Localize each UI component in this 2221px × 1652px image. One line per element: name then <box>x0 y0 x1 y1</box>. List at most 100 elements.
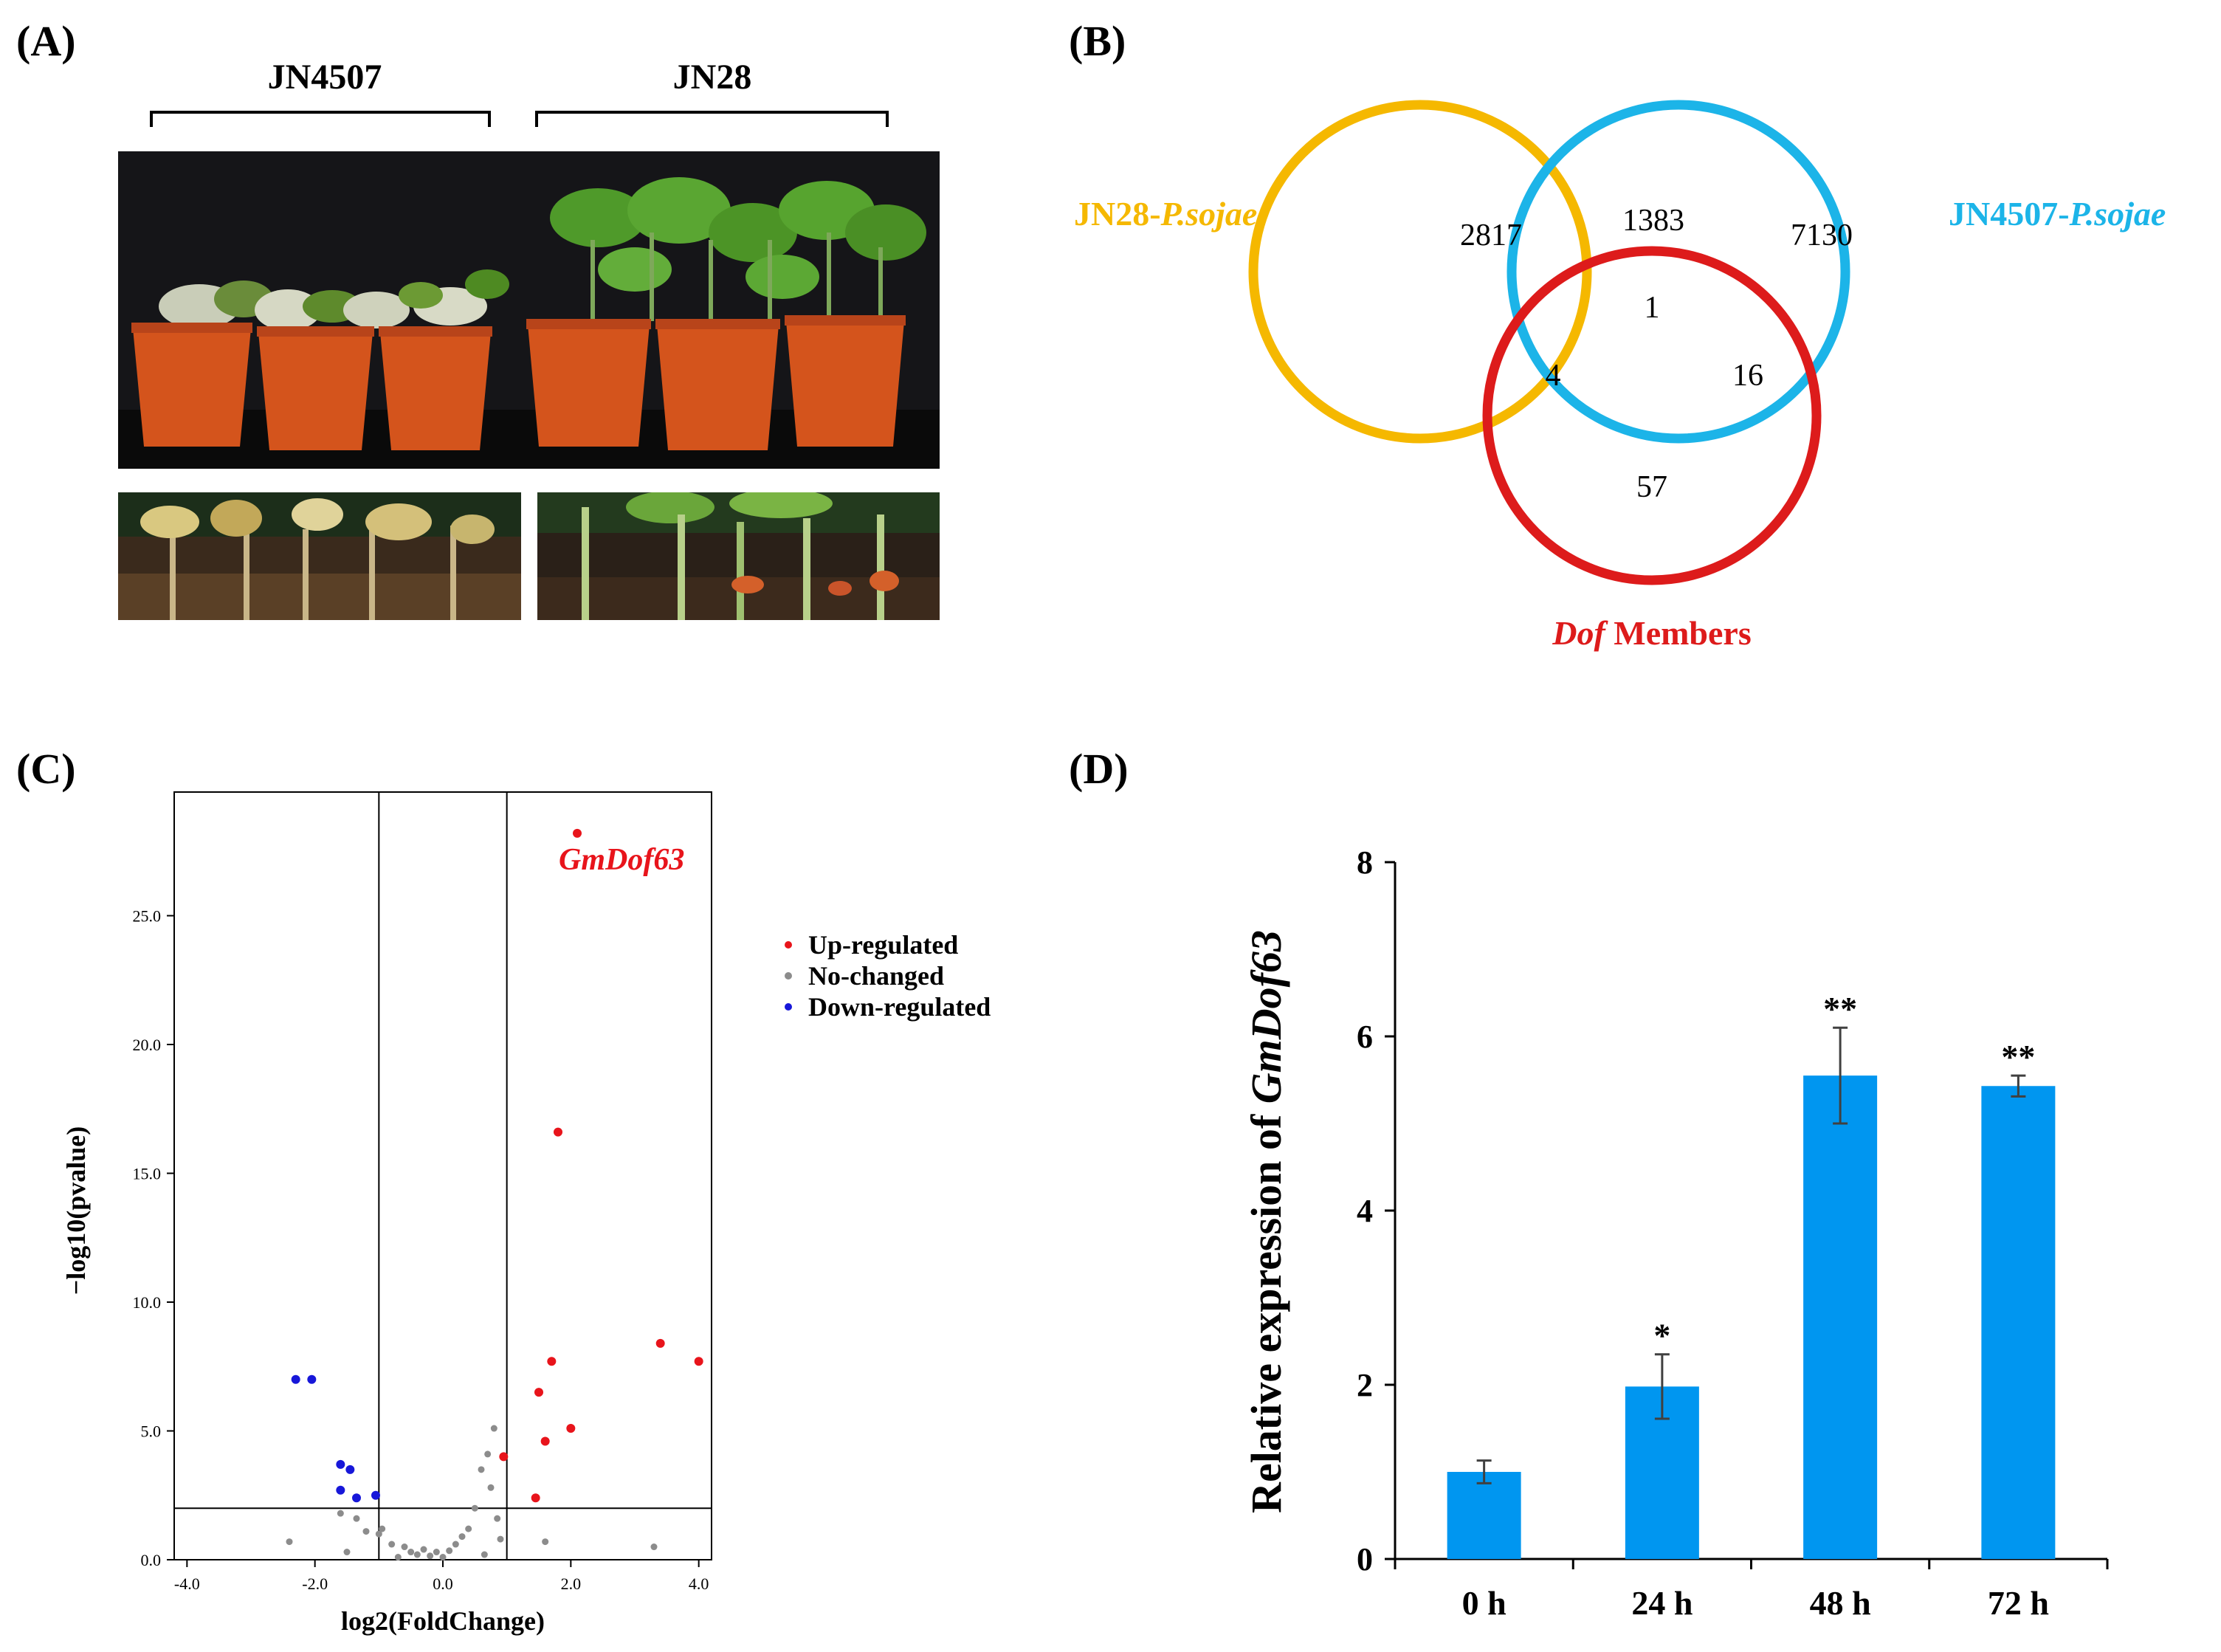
volcano-y-tick-label: 25.0 <box>133 907 162 926</box>
legend-label-nochange: No-changed <box>808 961 944 991</box>
stem-closeup-jn4507 <box>118 492 521 620</box>
volcano-up-point <box>540 1436 550 1446</box>
significance-marker: ** <box>1823 990 1857 1028</box>
set-label-jn4507: JN4507-P.sojae <box>1949 195 2166 233</box>
volcano-down-point <box>371 1490 380 1500</box>
legend-marker-up <box>785 941 792 949</box>
venn-circle-jn28 <box>1248 100 1592 444</box>
pots <box>133 321 904 450</box>
bar-x-tick-label: 0 h <box>1462 1584 1507 1622</box>
bar-y-tick-label: 8 <box>1357 844 1373 881</box>
count-jn4507-only: 7130 <box>1791 218 1853 252</box>
plant-photo-main <box>118 151 940 469</box>
volcano-nochange-point <box>452 1541 459 1548</box>
volcano-nochange-point <box>446 1547 453 1555</box>
volcano-nochange-point <box>490 1425 497 1432</box>
volcano-nochange-point <box>478 1466 485 1473</box>
volcano-plot-area <box>173 791 712 1560</box>
volcano-y-tick-label: 20.0 <box>133 1036 162 1054</box>
gmdof63-annotation: GmDof63 <box>559 843 684 877</box>
count-all-three: 1 <box>1645 291 1660 325</box>
volcano-nochange-point <box>458 1533 466 1541</box>
volcano-x-tick-label: 4.0 <box>689 1574 709 1593</box>
group-label-jn28: JN28 <box>673 58 752 97</box>
group-label-jn4507: JN4507 <box>268 58 382 97</box>
volcano-x-tick-label: -4.0 <box>174 1574 200 1593</box>
bar-y-tick-label: 2 <box>1357 1367 1373 1403</box>
legend-label-up: Up-regulated <box>808 930 958 960</box>
volcano-down-point <box>336 1485 345 1495</box>
volcano-down-point <box>291 1374 300 1384</box>
volcano-nochange-point <box>388 1541 396 1548</box>
volcano-y-tick-label: 15.0 <box>133 1165 162 1183</box>
volcano-nochange-point <box>286 1538 293 1546</box>
volcano-nochange-point <box>413 1551 421 1558</box>
volcano-up-point <box>534 1388 543 1397</box>
venn-circle-jn4507 <box>1507 100 1850 444</box>
healthy-foliage <box>550 177 926 321</box>
legend-marker-down <box>785 1003 792 1011</box>
volcano-up-point <box>573 828 582 838</box>
bar-y-tick-label: 6 <box>1357 1019 1373 1055</box>
volcano-up-point <box>531 1493 540 1503</box>
volcano-nochange-point <box>497 1535 504 1543</box>
panel-d-label: (D) <box>1069 745 1129 793</box>
bar-0h <box>1447 1472 1521 1559</box>
volcano-nochange-point <box>407 1549 415 1556</box>
volcano-y-tick-label: 5.0 <box>141 1422 162 1441</box>
volcano-nochange-point <box>375 1530 382 1538</box>
volcano-nochange-point <box>471 1504 478 1512</box>
volcano-nochange-point <box>420 1546 427 1553</box>
volcano-plot: -4.0 -2.0 0.0 2.0 4.0 0.0 5.0 10.0 15.0 20.0 25.0… <box>61 791 991 1636</box>
volcano-nochange-point <box>481 1551 488 1558</box>
volcano-nochange-point <box>484 1450 492 1458</box>
bar-x-tick-label: 24 h <box>1631 1584 1693 1622</box>
volcano-nochange-point <box>401 1543 408 1551</box>
bar-y-tick-label: 0 <box>1357 1541 1373 1577</box>
panel-b-label: (B) <box>1069 17 1126 65</box>
legend-marker-nochange <box>785 972 792 980</box>
volcano-nochange-point <box>362 1528 370 1535</box>
bar-48h <box>1803 1075 1878 1559</box>
volcano-x-axis-label: log2(FoldChange) <box>341 1606 545 1636</box>
venn-diagram: 2817 1383 7130 1 4 16 57 JN28-P.sojae JN… <box>1074 100 2166 652</box>
count-dof-only: 57 <box>1636 470 1667 504</box>
volcano-nochange-point <box>427 1552 434 1560</box>
volcano-legend: Up-regulated No-changed Down-regulated <box>785 930 991 1022</box>
count-jn28-jn4507: 1383 <box>1622 204 1684 238</box>
volcano-up-point <box>547 1357 557 1366</box>
volcano-nochange-point <box>465 1525 472 1532</box>
volcano-up-point <box>655 1338 665 1348</box>
count-jn28-only: 2817 <box>1460 218 1522 252</box>
volcano-nochange-point <box>650 1543 658 1551</box>
volcano-nochange-point <box>394 1554 402 1561</box>
volcano-y-tick-label: 10.0 <box>133 1293 162 1312</box>
volcano-down-point <box>352 1493 361 1503</box>
volcano-nochange-point <box>379 1525 386 1532</box>
legend-label-down: Down-regulated <box>808 992 991 1022</box>
volcano-y-tick-label: 0.0 <box>141 1551 162 1569</box>
panel-c-label: (C) <box>16 745 76 793</box>
count-jn4507-dof: 16 <box>1732 359 1763 393</box>
volcano-x-tick-label: -2.0 <box>302 1574 328 1593</box>
volcano-nochange-point <box>343 1549 351 1556</box>
significance-marker: * <box>1653 1317 1670 1355</box>
volcano-nochange-point <box>433 1549 440 1556</box>
group-brackets: JN4507 JN28 <box>150 58 889 127</box>
bar-y-tick-label: 4 <box>1357 1193 1373 1229</box>
volcano-down-point <box>307 1374 317 1384</box>
significance-marker: ** <box>2001 1038 2035 1075</box>
volcano-nochange-point <box>337 1510 344 1517</box>
volcano-nochange-point <box>542 1538 549 1546</box>
volcano-x-tick-label: 2.0 <box>561 1574 582 1593</box>
set-label-dof: Dof Members <box>1552 614 1752 652</box>
bar-x-tick-label: 48 h <box>1810 1584 1871 1622</box>
volcano-down-point <box>336 1459 345 1469</box>
wilted-foliage <box>159 269 509 331</box>
volcano-up-point <box>499 1452 509 1462</box>
panel-a-label: (A) <box>16 17 76 65</box>
volcano-up-point <box>566 1424 576 1434</box>
bar-72h <box>1981 1086 2056 1559</box>
volcano-up-point <box>554 1127 562 1137</box>
